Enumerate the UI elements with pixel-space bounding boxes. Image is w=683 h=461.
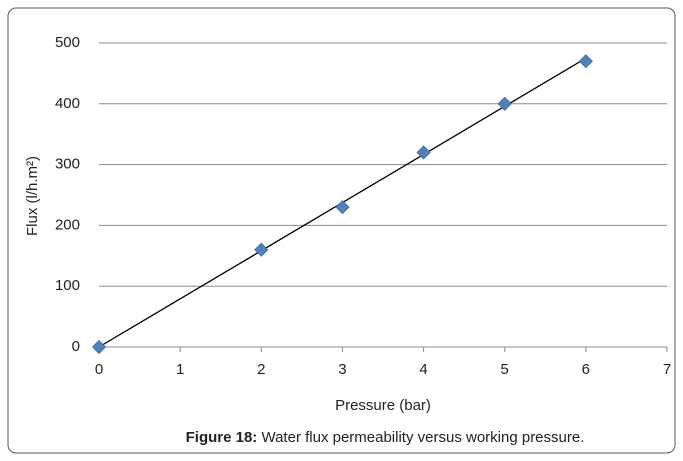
caption: Figure 18: Water flux permeability versu… <box>186 429 585 446</box>
caption-text: Water flux permeability versus working p… <box>261 429 584 446</box>
y-tick-label: 0 <box>72 338 80 355</box>
caption-label: Figure 18: <box>186 429 258 446</box>
x-tick-label: 1 <box>176 361 184 378</box>
point <box>335 200 350 215</box>
y-tick-label: 300 <box>55 156 80 173</box>
x-tick-label: 0 <box>95 361 103 378</box>
y-tick-label: 200 <box>55 216 80 233</box>
point <box>416 145 431 160</box>
x-axis-label: Pressure (bar) <box>335 397 431 414</box>
y-tick-label: 400 <box>55 95 80 112</box>
y-axis-label: Flux (l/h.m²) <box>24 156 41 236</box>
point <box>254 242 269 257</box>
x-tick-label: 7 <box>663 361 671 378</box>
x-tick-label: 5 <box>501 361 509 378</box>
point <box>578 54 593 69</box>
frame <box>7 7 676 454</box>
point <box>91 339 107 355</box>
point <box>497 96 512 111</box>
x-tick-label: 6 <box>582 361 590 378</box>
y-tick-label: 500 <box>55 34 80 51</box>
y-tick-label: 100 <box>55 277 80 294</box>
x-tick-label: 4 <box>419 361 427 378</box>
x-tick-label: 3 <box>338 361 346 378</box>
x-tick-label: 2 <box>257 361 265 378</box>
